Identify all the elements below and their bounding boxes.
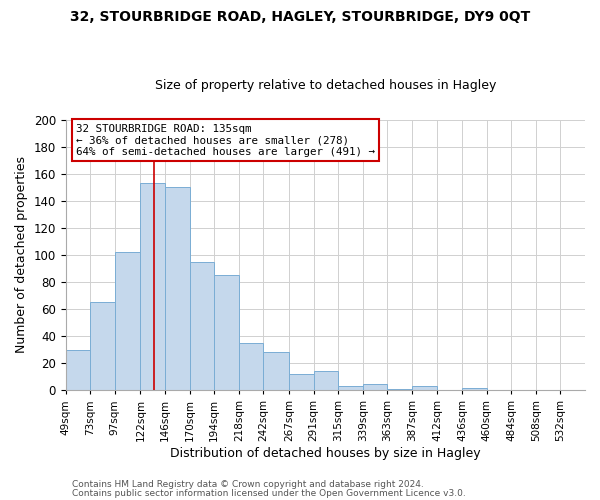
Bar	[314, 372, 338, 390]
Bar	[165, 187, 190, 390]
Bar	[239, 343, 263, 390]
Bar	[363, 384, 387, 390]
Text: 32, STOURBRIDGE ROAD, HAGLEY, STOURBRIDGE, DY9 0QT: 32, STOURBRIDGE ROAD, HAGLEY, STOURBRIDG…	[70, 10, 530, 24]
Bar	[190, 262, 214, 390]
Text: Contains HM Land Registry data © Crown copyright and database right 2024.: Contains HM Land Registry data © Crown c…	[72, 480, 424, 489]
Bar	[90, 302, 115, 390]
Text: Contains public sector information licensed under the Open Government Licence v3: Contains public sector information licen…	[72, 488, 466, 498]
Bar	[115, 252, 140, 390]
Bar	[462, 388, 487, 390]
Title: Size of property relative to detached houses in Hagley: Size of property relative to detached ho…	[155, 79, 496, 92]
Bar	[338, 386, 363, 390]
Bar	[140, 183, 165, 390]
Bar	[387, 389, 412, 390]
Bar	[214, 275, 239, 390]
Bar	[65, 350, 90, 391]
Bar	[412, 386, 437, 390]
Text: 32 STOURBRIDGE ROAD: 135sqm
← 36% of detached houses are smaller (278)
64% of se: 32 STOURBRIDGE ROAD: 135sqm ← 36% of det…	[76, 124, 375, 157]
Bar	[289, 374, 314, 390]
Bar	[263, 352, 289, 391]
Y-axis label: Number of detached properties: Number of detached properties	[15, 156, 28, 354]
X-axis label: Distribution of detached houses by size in Hagley: Distribution of detached houses by size …	[170, 447, 481, 460]
